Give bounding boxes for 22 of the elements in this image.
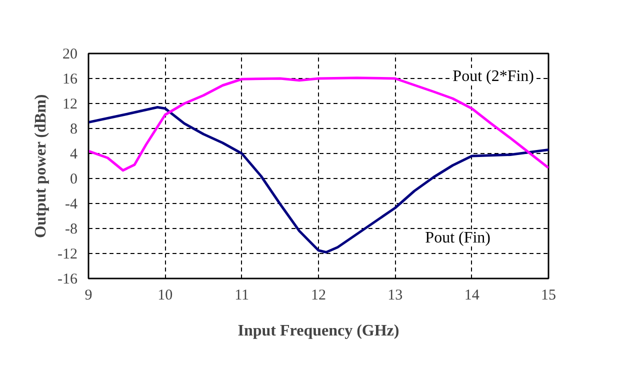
y-tick-label: 0: [70, 172, 78, 188]
y-tick-label: 20: [62, 46, 78, 62]
x-tick-label: 14: [464, 288, 480, 304]
y-tick-label: 12: [62, 96, 78, 112]
y-tick-label: -12: [58, 246, 78, 262]
series-label: Pout (2*Fin): [452, 68, 534, 85]
y-axis-title: Output power (dBm): [32, 94, 50, 238]
x-tick-label: 10: [158, 288, 173, 304]
x-tick-label: 13: [388, 288, 403, 304]
y-tick-label: -16: [58, 272, 78, 288]
x-tick-label: 9: [84, 288, 92, 304]
x-tick-label: 11: [234, 288, 250, 304]
x-tick-label: 15: [541, 288, 556, 304]
y-tick-label: -8: [65, 222, 78, 238]
y-tick-label: 4: [70, 146, 78, 162]
x-tick-label: 12: [311, 288, 326, 304]
y-tick-label: 16: [62, 72, 78, 88]
text: Pout (Fin): [425, 229, 491, 246]
y-tick-label: -4: [65, 196, 78, 212]
x-axis-title: Input Frequency (GHz): [238, 322, 400, 340]
line-series: [88, 106, 548, 254]
y-tick-label: 8: [70, 122, 78, 138]
